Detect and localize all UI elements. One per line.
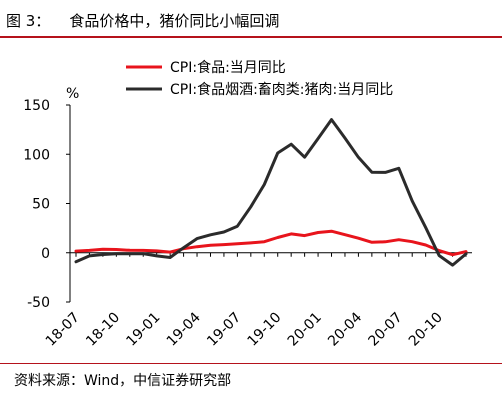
x-tick-label: 20-01 xyxy=(285,310,325,350)
legend-label-2: CPI:食品烟酒:畜肉类:猪肉:当月同比 xyxy=(170,81,393,98)
x-tick-label: 19-01 xyxy=(123,310,163,350)
series-line-1 xyxy=(74,229,468,257)
y-tick-label: 100 xyxy=(23,147,50,163)
chart-title: 食品价格中，猪价同比小幅回调 xyxy=(69,12,280,30)
title-rule xyxy=(0,36,502,38)
title-bar: 图 3： 食品价格中，猪价同比小幅回调 xyxy=(0,0,502,36)
y-tick-label: 50 xyxy=(32,197,50,213)
y-tick-label: -50 xyxy=(27,295,50,311)
legend-label-1: CPI:食品:当月同比 xyxy=(170,59,286,76)
x-tick-label: 18-10 xyxy=(83,310,123,350)
x-tick-label: 20-07 xyxy=(366,310,406,350)
x-tick-label: 19-04 xyxy=(164,309,204,349)
figure-title: 图 3： 食品价格中，猪价同比小幅回调 xyxy=(6,10,279,31)
y-tick-label: 150 xyxy=(23,98,50,114)
x-tick-label: 20-04 xyxy=(325,309,365,349)
x-tick-label: 18-07 xyxy=(43,310,83,350)
source-rule xyxy=(0,363,502,364)
y-unit-label: % xyxy=(66,86,79,102)
figure-label: 图 3： xyxy=(6,12,51,30)
x-tick-label: 20-10 xyxy=(406,310,446,350)
y-tick-label: 0 xyxy=(41,246,50,262)
x-tick-label: 19-10 xyxy=(244,310,284,350)
x-tick-label: 19-07 xyxy=(204,310,244,350)
source-note: 资料来源：Wind，中信证券研究部 xyxy=(14,373,232,389)
series-line-2 xyxy=(74,118,468,267)
